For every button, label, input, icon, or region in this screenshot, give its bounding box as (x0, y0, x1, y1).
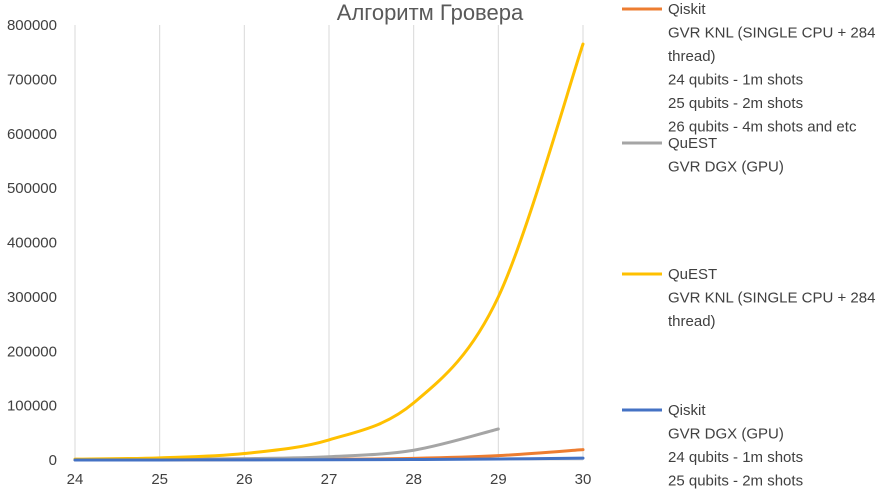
y-tick-label: 300000 (7, 289, 57, 306)
legend-label: thread) (668, 313, 716, 330)
grid (74, 25, 584, 461)
x-tick-label: 28 (405, 471, 422, 488)
y-tick-label: 100000 (7, 398, 57, 415)
x-tick-label: 29 (490, 471, 507, 488)
y-axis: 0 100000 200000 300000 400000 500000 600000 700… (7, 17, 57, 469)
series-line-3 (73, 42, 585, 461)
series-line-2 (73, 427, 500, 462)
legend-label: thread) (668, 48, 716, 65)
y-tick-label: 500000 (7, 180, 57, 197)
x-tick-label: 25 (151, 471, 168, 488)
x-axis: 24 25 26 27 28 29 30 (67, 471, 592, 488)
legend-label: 24 qubits - 1m shots (668, 449, 803, 466)
y-tick-label: 0 (49, 452, 57, 469)
legend-item-3: QuEST GVR KNL (SINGLE CPU + 284 thread) (622, 266, 875, 330)
y-tick-label: 700000 (7, 71, 57, 88)
x-tick-label: 24 (67, 471, 84, 488)
legend-label: 26 qubits - 4m shots and etc (668, 119, 857, 136)
legend-item-1: Qiskit GVR KNL (SINGLE CPU + 284 thread) 24… (622, 1, 875, 136)
plot-area (73, 42, 585, 462)
y-tick-label: 600000 (7, 126, 57, 143)
legend-label: 24 qubits - 1m shots (668, 72, 803, 89)
legend-label: GVR DGX (GPU) (668, 159, 784, 176)
legend-label: GVR KNL (SINGLE CPU + 284 (668, 290, 875, 307)
legend-label: GVR KNL (SINGLE CPU + 284 (668, 25, 875, 42)
legend-label: QuEST (668, 135, 717, 152)
legend: Qiskit GVR KNL (SINGLE CPU + 284 thread) 24… (622, 1, 875, 490)
legend-label: Qiskit (668, 1, 706, 18)
legend-label: GVR DGX (GPU) (668, 426, 784, 443)
y-tick-label: 800000 (7, 17, 57, 34)
legend-item-4: Qiskit GVR DGX (GPU) 24 qubits - 1m shots 2… (622, 402, 803, 490)
y-tick-label: 400000 (7, 235, 57, 252)
legend-label: QuEST (668, 266, 717, 283)
legend-label: 25 qubits - 2m shots (668, 473, 803, 490)
chart-title: Алгоритм Гровера (337, 0, 524, 25)
legend-label: 25 qubits - 2m shots (668, 95, 803, 112)
x-tick-label: 26 (236, 471, 253, 488)
y-tick-label: 200000 (7, 343, 57, 360)
legend-label: Qiskit (668, 402, 706, 419)
x-tick-label: 30 (575, 471, 592, 488)
series-line-4 (73, 456, 585, 462)
legend-item-2: QuEST GVR DGX (GPU) (622, 135, 784, 176)
x-tick-label: 27 (321, 471, 338, 488)
